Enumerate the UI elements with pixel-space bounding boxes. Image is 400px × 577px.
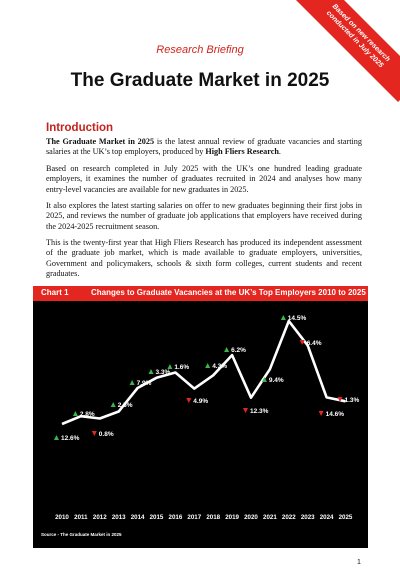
intro-paragraph-1: The Graduate Market in 2025 is the lates… [46, 137, 362, 158]
intro-paragraph-1-text: is the latest annual review of graduate … [46, 137, 362, 157]
down-arrow-icon [186, 398, 192, 403]
down-arrow-icon [91, 431, 97, 436]
change-value-2022: 14.5% [288, 315, 307, 322]
change-label-2025: 1.3% [337, 397, 360, 404]
intro-paragraph-3: It also explores the latest starting sal… [46, 201, 362, 231]
x-tick-2012: 2012 [93, 514, 107, 521]
report-name: The Graduate Market in 2025 [46, 137, 155, 146]
change-label-2011: 2.8% [72, 411, 95, 418]
change-label-2012: 0.8% [91, 431, 114, 438]
change-label-2024: 14.6% [318, 411, 345, 418]
down-arrow-icon [243, 408, 248, 413]
up-arrow-icon [167, 364, 173, 369]
section-heading-introduction: Introduction [46, 122, 114, 134]
chart-title: Changes to Graduate Vacancies at the UK’… [91, 288, 366, 297]
change-value-2021: 9.4% [269, 377, 284, 384]
change-value-2010: 12.6% [61, 435, 80, 442]
down-arrow-icon [299, 340, 305, 345]
x-tick-2024: 2024 [320, 514, 334, 521]
chart-source: Source - The Graduate Market in 2025 [41, 532, 122, 537]
x-tick-2021: 2021 [263, 514, 277, 521]
down-arrow-icon [318, 411, 324, 416]
up-arrow-icon [54, 435, 59, 440]
change-label-2023: 6.4% [299, 340, 322, 347]
change-value-2015: 3.3% [156, 369, 171, 376]
change-value-2020: 12.3% [250, 408, 269, 415]
change-label-2020: 12.3% [243, 408, 269, 415]
line-chart-svg: 12.6% 2.8% 0.8% 2.5% 7.9% 3.3%1.6% 4.9% 4.3% 6.2… [54, 315, 360, 521]
change-value-2012: 0.8% [99, 431, 114, 438]
vacancies-series-line [61, 319, 346, 426]
page-number: 1 [357, 559, 361, 566]
x-tick-2011: 2011 [74, 514, 88, 521]
change-value-2017: 4.9% [193, 398, 208, 405]
up-arrow-icon [72, 411, 78, 416]
change-value-2013: 2.5% [118, 402, 133, 409]
down-arrow-icon [337, 397, 343, 402]
change-value-2016: 1.6% [174, 364, 189, 371]
organisation-name: High Fliers Research [205, 147, 279, 157]
up-arrow-icon [148, 369, 154, 374]
change-value-2024: 14.6% [326, 411, 345, 418]
x-tick-2018: 2018 [206, 514, 220, 521]
change-value-2018: 4.3% [212, 363, 227, 370]
report-title: The Graduate Market in 2025 [70, 70, 330, 91]
change-label-2017: 4.9% [186, 398, 208, 405]
up-arrow-icon [224, 347, 230, 352]
change-value-2023: 6.4% [307, 340, 322, 347]
x-tick-2014: 2014 [131, 514, 145, 521]
x-tick-2019: 2019 [225, 514, 239, 521]
intro-paragraph-4: This is the twenty-first year that High … [46, 238, 362, 279]
report-kicker: Research Briefing [156, 44, 244, 56]
change-label-2015: 3.3% [148, 369, 171, 376]
x-tick-2022: 2022 [282, 514, 296, 521]
up-arrow-icon [205, 363, 211, 368]
up-arrow-icon [110, 402, 116, 407]
change-label-2019: 6.2% [224, 347, 246, 354]
change-label-2021: 9.4% [261, 377, 284, 384]
x-tick-2015: 2015 [150, 514, 164, 521]
up-arrow-icon [129, 380, 135, 385]
change-value-2019: 6.2% [231, 347, 246, 354]
change-label-2013: 2.5% [110, 402, 133, 409]
change-value-2011: 2.8% [80, 411, 95, 418]
x-tick-2010: 2010 [55, 514, 69, 521]
up-arrow-icon [261, 377, 267, 382]
up-arrow-icon [280, 315, 286, 320]
x-tick-2017: 2017 [187, 514, 201, 521]
vacancies-chart: Chart 1 Changes to Graduate Vacancies at… [33, 286, 368, 548]
x-tick-2016: 2016 [169, 514, 183, 521]
change-label-2016: 1.6% [167, 364, 189, 371]
chart-label: Chart 1 [41, 288, 69, 297]
x-tick-2020: 2020 [244, 514, 258, 521]
change-label-2018: 4.3% [205, 363, 227, 370]
x-tick-2023: 2023 [301, 514, 315, 521]
intro-paragraph-1-end: . [278, 147, 281, 157]
change-label-2022: 14.5% [280, 315, 307, 322]
change-value-2025: 1.3% [345, 397, 360, 404]
x-tick-2025: 2025 [339, 514, 353, 521]
change-label-2010: 12.6% [54, 435, 80, 442]
intro-paragraph-2: Based on research completed in July 2025… [46, 164, 362, 194]
change-value-2014: 7.9% [137, 380, 152, 387]
chart-header-bar [33, 286, 368, 301]
change-label-2014: 7.9% [129, 380, 152, 387]
x-tick-2013: 2013 [112, 514, 126, 521]
